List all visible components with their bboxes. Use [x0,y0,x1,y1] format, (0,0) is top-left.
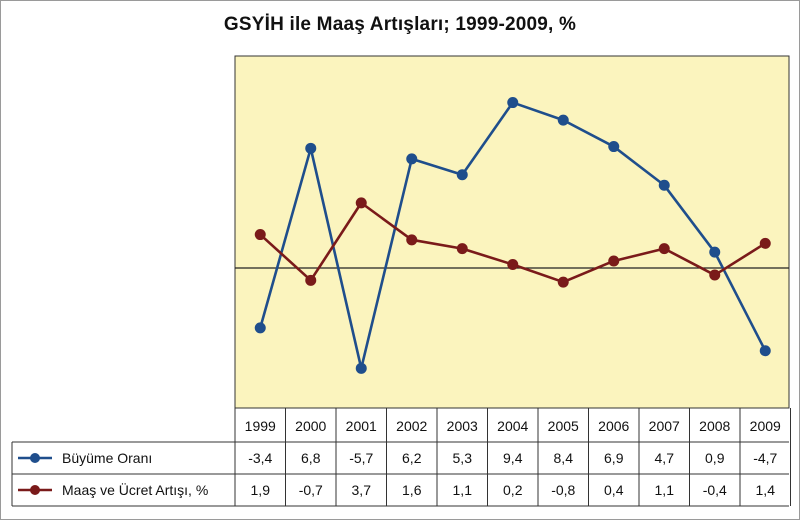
data-label-buyume: -3,4 [248,450,272,466]
data-label-buyume: 5,3 [453,450,473,466]
x-tick-label: 2004 [497,418,528,434]
data-point-maas [658,243,670,255]
data-point-maas [305,274,317,286]
data-label-maas: -0,4 [703,482,727,498]
data-point-buyume [254,322,266,334]
data-point-buyume [709,246,721,258]
data-table-grid [11,407,791,507]
data-label-maas: 0,4 [604,482,624,498]
data-label-maas: 0,2 [503,482,523,498]
data-label-buyume: 6,9 [604,450,624,466]
x-tick-label: 2007 [649,418,680,434]
data-point-maas [456,243,468,255]
data-label-maas: 1,1 [655,482,675,498]
data-label-maas: 1,6 [402,482,422,498]
data-point-buyume [507,97,519,109]
x-tick-label: 2001 [346,418,377,434]
data-point-maas [608,255,620,267]
data-point-buyume [355,362,367,374]
x-tick-label: 1999 [245,418,276,434]
x-tick-label: 2009 [750,418,781,434]
data-point-maas [507,258,519,270]
data-label-maas: 1,9 [251,482,271,498]
legend-marker-buyume [30,453,40,463]
data-label-buyume: 9,4 [503,450,523,466]
data-point-buyume [658,179,670,191]
data-point-maas [759,237,771,249]
data-point-buyume [759,345,771,357]
data-point-buyume [608,141,620,153]
data-label-maas: 3,7 [352,482,372,498]
data-point-buyume [305,142,317,154]
chart-title: GSYİH ile Maaş Artışları; 1999-2009, % [223,14,577,35]
data-label-buyume: -5,7 [349,450,373,466]
data-label-buyume: 6,2 [402,450,422,466]
data-label-buyume: -4,7 [753,450,777,466]
x-tick-label: 2002 [396,418,427,434]
data-label-buyume: 4,7 [655,450,675,466]
data-point-maas [557,276,569,288]
legend-label-buyume: Büyüme Oranı [62,450,152,466]
data-point-maas [254,229,266,241]
data-point-buyume [406,153,418,165]
legend-marker-maas [30,485,40,495]
x-tick-label: 2008 [699,418,730,434]
data-point-buyume [456,169,468,181]
data-label-maas: -0,7 [299,482,323,498]
data-label-buyume: 6,8 [301,450,321,466]
data-label-maas: -0,8 [551,482,575,498]
data-point-buyume [557,114,569,126]
data-point-maas [406,234,418,246]
x-tick-label: 2000 [295,418,326,434]
data-point-maas [355,197,367,209]
data-label-buyume: 0,9 [705,450,725,466]
data-point-maas [709,269,721,281]
legend-label-maas: Maaş ve Ücret Artışı, % [62,481,208,498]
x-tick-label: 2005 [548,418,579,434]
data-label-maas: 1,1 [453,482,473,498]
data-label-maas: 1,4 [756,482,776,498]
plot-area [234,55,790,409]
x-tick-label: 2006 [598,418,629,434]
x-tick-label: 2003 [447,418,478,434]
data-label-buyume: 8,4 [554,450,574,466]
